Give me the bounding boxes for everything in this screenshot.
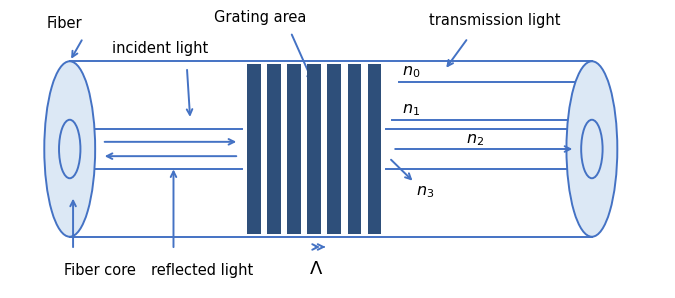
Ellipse shape <box>45 61 95 237</box>
Text: $n_2$: $n_2$ <box>466 132 484 148</box>
Text: $n_3$: $n_3$ <box>416 184 434 200</box>
Bar <box>307 64 321 234</box>
Bar <box>247 64 261 234</box>
Text: $\Lambda$: $\Lambda$ <box>309 260 323 278</box>
Bar <box>348 64 361 234</box>
Text: transmission light: transmission light <box>429 13 560 28</box>
Bar <box>288 64 300 234</box>
Ellipse shape <box>566 61 618 237</box>
Text: Grating area: Grating area <box>215 10 306 25</box>
Text: $n_0$: $n_0$ <box>402 65 421 80</box>
Text: reflected light: reflected light <box>151 263 253 278</box>
Text: $n_1$: $n_1$ <box>402 103 421 118</box>
Text: Fiber core: Fiber core <box>64 263 136 278</box>
Bar <box>327 64 341 234</box>
Bar <box>267 64 281 234</box>
Text: incident light: incident light <box>112 41 208 56</box>
Bar <box>368 64 381 234</box>
Text: Fiber: Fiber <box>47 16 82 31</box>
